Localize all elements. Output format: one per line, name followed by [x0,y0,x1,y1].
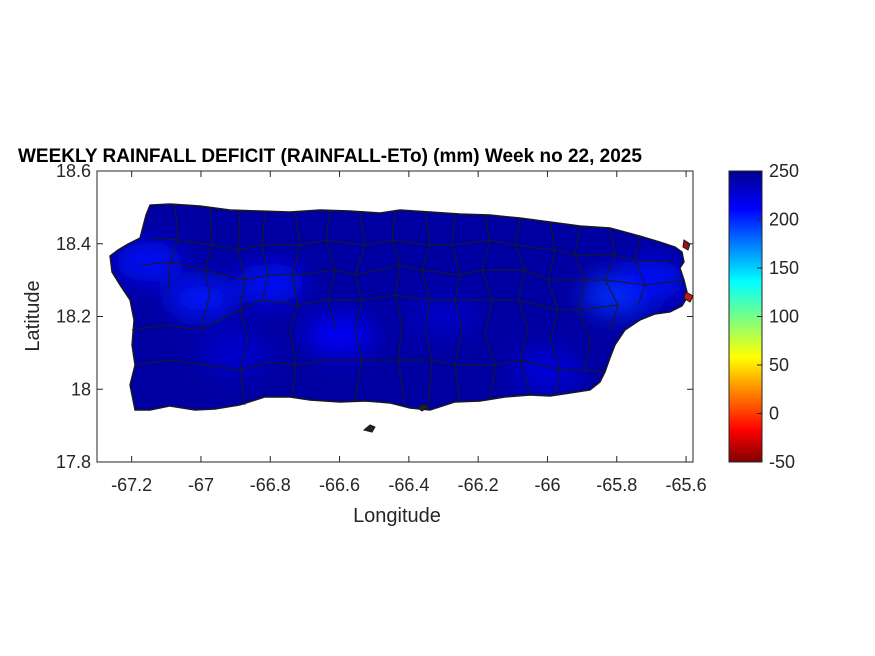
y-axis-ticks: 17.8 18 18.2 18.4 18.6 [56,161,693,472]
deficit-hotspot [305,314,374,355]
colorbar-tick-label: 150 [769,258,799,278]
x-tick-label: -66 [534,475,560,495]
deficit-hotspots [114,241,686,392]
offshore-islet [682,239,691,251]
colorbar-tick-label: 250 [769,161,799,181]
colorbar-ticks: -50 0 50 100 150 200 250 [757,161,799,472]
offshore-islet [417,403,429,412]
y-tick-label: 18 [71,379,91,399]
x-tick-label: -66.8 [250,475,291,495]
y-tick-label: 18.4 [56,234,91,254]
x-axis-ticks: -67.2 -67 -66.8 -66.6 -66.4 -66.2 -66 -65.8 -65.… [111,171,707,495]
deficit-hotspot [114,241,183,282]
x-tick-label: -66.4 [388,475,429,495]
x-tick-label: -66.6 [319,475,360,495]
colorbar-tick-label: -50 [769,452,795,472]
deficit-hotspot [409,296,478,337]
x-tick-label: -65.8 [596,475,637,495]
x-tick-label: -66.2 [458,475,499,495]
y-tick-label: 18.2 [56,307,91,327]
island-outline [109,203,689,411]
y-tick-label: 18.6 [56,161,91,181]
colorbar-tick-label: 100 [769,307,799,327]
x-tick-label: -67 [188,475,214,495]
y-tick-label: 17.8 [56,452,91,472]
x-tick-label: -67.2 [111,475,152,495]
x-tick-label: -65.6 [666,475,707,495]
colorbar [728,170,763,463]
municipal-boundaries [131,203,685,409]
offshore-islet [362,424,376,433]
deficit-hotspot [201,332,270,373]
colorbar-tick-label: 0 [769,404,779,424]
deficit-hotspot [617,260,686,301]
deficit-hotspot [166,278,235,319]
deficit-hotspot [513,351,582,392]
deficit-hotspot [236,263,305,304]
colorbar-tick-label: 200 [769,210,799,230]
offshore-islet [683,291,694,303]
colorbar-tick-label: 50 [769,355,789,375]
chart-title: WEEKLY RAINFALL DEFICIT (RAINFALL-ETo) (… [18,146,642,167]
island-field [110,204,688,410]
y-axis-label: Latitude [22,280,44,351]
x-axis-label: Longitude [353,505,441,527]
